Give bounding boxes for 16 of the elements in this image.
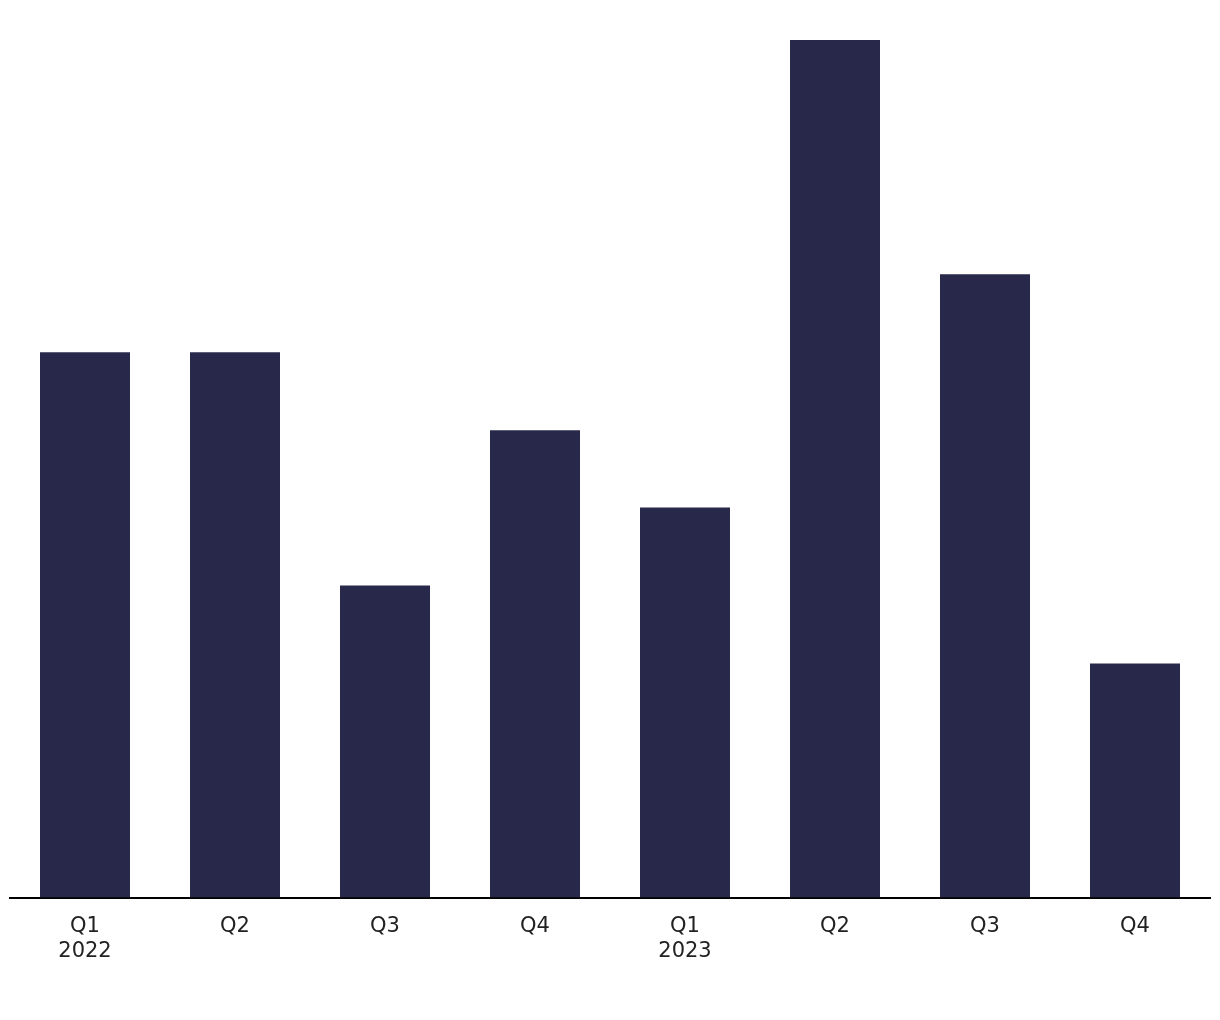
bar [790, 40, 880, 898]
bar [490, 430, 580, 898]
bar [40, 352, 130, 898]
x-tick-label: Q3 [370, 912, 400, 937]
bar [190, 352, 280, 898]
bar [340, 585, 430, 898]
x-tick-label: Q4 [1120, 912, 1150, 937]
bar [940, 274, 1030, 898]
x-tick-label: Q2 [820, 912, 850, 937]
x-tick-label: Q1 2023 [658, 912, 712, 962]
bar [1090, 663, 1180, 898]
x-tick-label: Q2 [220, 912, 250, 937]
x-tick-label: Q1 2022 [58, 912, 112, 962]
x-tick-label: Q3 [970, 912, 1000, 937]
x-tick-label: Q4 [520, 912, 550, 937]
bar [640, 507, 730, 898]
